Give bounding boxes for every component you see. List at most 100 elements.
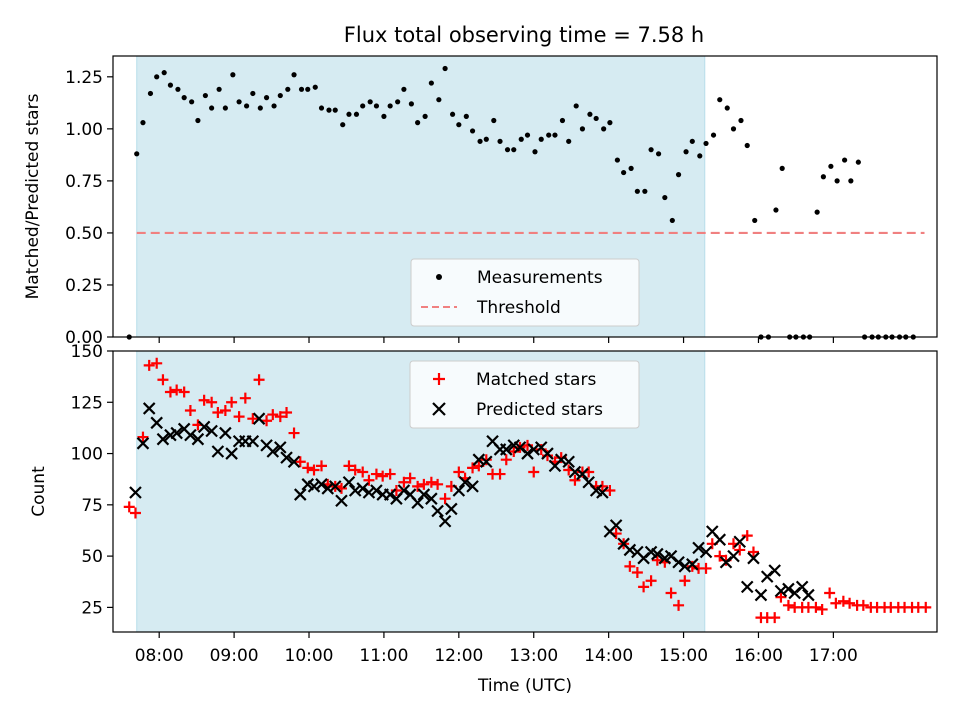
- matched-stars-points: [123, 357, 932, 624]
- matched-star-marker: [226, 396, 238, 408]
- predicted-star-marker: [768, 564, 781, 577]
- y-tick-label: 1.25: [65, 68, 103, 88]
- measurement-point: [614, 157, 620, 163]
- matched-star-marker: [233, 411, 245, 423]
- predicted-star-marker: [452, 484, 466, 497]
- matched-star-marker: [302, 462, 314, 474]
- measurement-point: [689, 138, 695, 144]
- x-tick-label: 14:00: [584, 646, 633, 666]
- top-x-ticks: [158, 337, 834, 343]
- bottom-legend-box: [409, 360, 640, 429]
- predicted-stars-legend-marker: [432, 402, 446, 416]
- predicted-star-marker: [699, 545, 713, 559]
- bottom-legend: Matched stars Predicted stars: [409, 360, 640, 429]
- measurement-point: [222, 105, 228, 111]
- measurement-point: [730, 126, 737, 132]
- predicted-star-marker: [197, 420, 211, 434]
- y-tick-label: 125: [71, 393, 103, 413]
- bottom-x-ticks: 08:00 09:00 10:00 11:00 12:00 13:00 14:00 15:00…: [135, 632, 858, 666]
- predicted-star-marker: [356, 482, 369, 495]
- predicted-star-marker: [252, 412, 266, 425]
- matched-star-marker: [137, 431, 149, 443]
- matched-star-marker: [665, 587, 677, 599]
- matched-star-marker: [453, 466, 465, 478]
- predicted-star-marker: [733, 535, 747, 549]
- measurement-point: [491, 117, 497, 124]
- measurement-point: [175, 86, 181, 92]
- matched-star-marker: [206, 396, 218, 408]
- top-legend: Measurements Threshold: [410, 258, 640, 327]
- top-y-axis-label: Matched/Predicted stars: [23, 93, 43, 299]
- matched-star-marker: [178, 386, 190, 398]
- predicted-star-marker: [623, 543, 637, 557]
- x-tick-label: 11:00: [359, 646, 408, 666]
- bottom-y-axis-label: Count: [29, 466, 49, 517]
- measurements-legend-label: Measurements: [477, 268, 603, 288]
- measurement-point: [524, 132, 531, 138]
- predicted-star-marker: [307, 480, 321, 493]
- chart-title: Flux total observing time = 7.58 h: [344, 23, 704, 47]
- matched-star-marker: [370, 468, 382, 480]
- matched-star-marker: [624, 560, 636, 572]
- measurement-point: [236, 99, 242, 105]
- matched-star-marker: [404, 472, 416, 484]
- matched-star-marker: [247, 413, 259, 425]
- predicted-star-marker: [417, 488, 431, 501]
- matched-star-marker: [377, 470, 389, 482]
- predicted-star-marker: [802, 588, 815, 602]
- matched-star-marker: [267, 409, 279, 421]
- measurement-point: [181, 95, 187, 101]
- matched-star-marker: [686, 560, 698, 572]
- matched-star-marker: [775, 591, 787, 603]
- measurement-point: [511, 147, 517, 153]
- measurement-point: [546, 132, 552, 138]
- measurement-point: [621, 169, 627, 176]
- matched-star-marker: [343, 460, 355, 472]
- predicted-star-marker: [596, 486, 609, 499]
- measurement-point: [422, 113, 428, 119]
- predicted-star-marker: [142, 402, 156, 415]
- predicted-star-marker: [727, 549, 740, 563]
- matched-star-marker: [164, 386, 176, 398]
- measurement-point: [230, 72, 236, 78]
- measurement-point: [497, 138, 503, 144]
- x-tick-label: 16:00: [734, 646, 783, 666]
- predicted-star-marker: [287, 455, 301, 469]
- predicted-star-marker: [411, 496, 424, 510]
- measurement-point: [415, 120, 421, 126]
- predicted-star-marker: [342, 475, 356, 489]
- measurement-point: [312, 84, 318, 90]
- y-tick-label: 150: [71, 342, 103, 362]
- measurement-point: [828, 163, 834, 169]
- predicted-star-marker: [431, 504, 444, 518]
- measurement-point: [607, 120, 613, 126]
- measurement-point: [559, 117, 566, 124]
- matched-star-marker: [734, 544, 746, 556]
- matched-star-marker: [604, 484, 616, 496]
- matched-star-marker: [212, 407, 224, 419]
- measurement-point: [477, 138, 483, 144]
- x-tick-label: 17:00: [809, 646, 858, 666]
- measurement-point: [724, 105, 730, 111]
- measurement-point: [683, 149, 689, 155]
- matched-star-marker: [198, 394, 210, 406]
- measurement-point: [395, 99, 401, 105]
- measurement-point: [463, 113, 469, 119]
- matched-star-marker: [239, 392, 251, 404]
- matched-star-marker: [541, 450, 553, 462]
- matched-star-marker: [261, 415, 273, 427]
- measurement-point: [814, 209, 820, 215]
- matched-star-marker: [645, 575, 657, 587]
- predicted-star-marker: [651, 547, 664, 561]
- y-tick-label: 0.75: [65, 172, 103, 192]
- predicted-stars-points: [129, 402, 815, 602]
- predicted-star-marker: [315, 478, 328, 491]
- matched-star-marker: [467, 462, 479, 474]
- matched-star-marker: [480, 454, 492, 466]
- predicted-star-marker: [521, 447, 534, 460]
- predicted-star-marker: [129, 486, 142, 499]
- y-tick-label: 25: [81, 598, 103, 618]
- measurement-point: [243, 103, 250, 109]
- predicted-star-marker: [191, 432, 205, 446]
